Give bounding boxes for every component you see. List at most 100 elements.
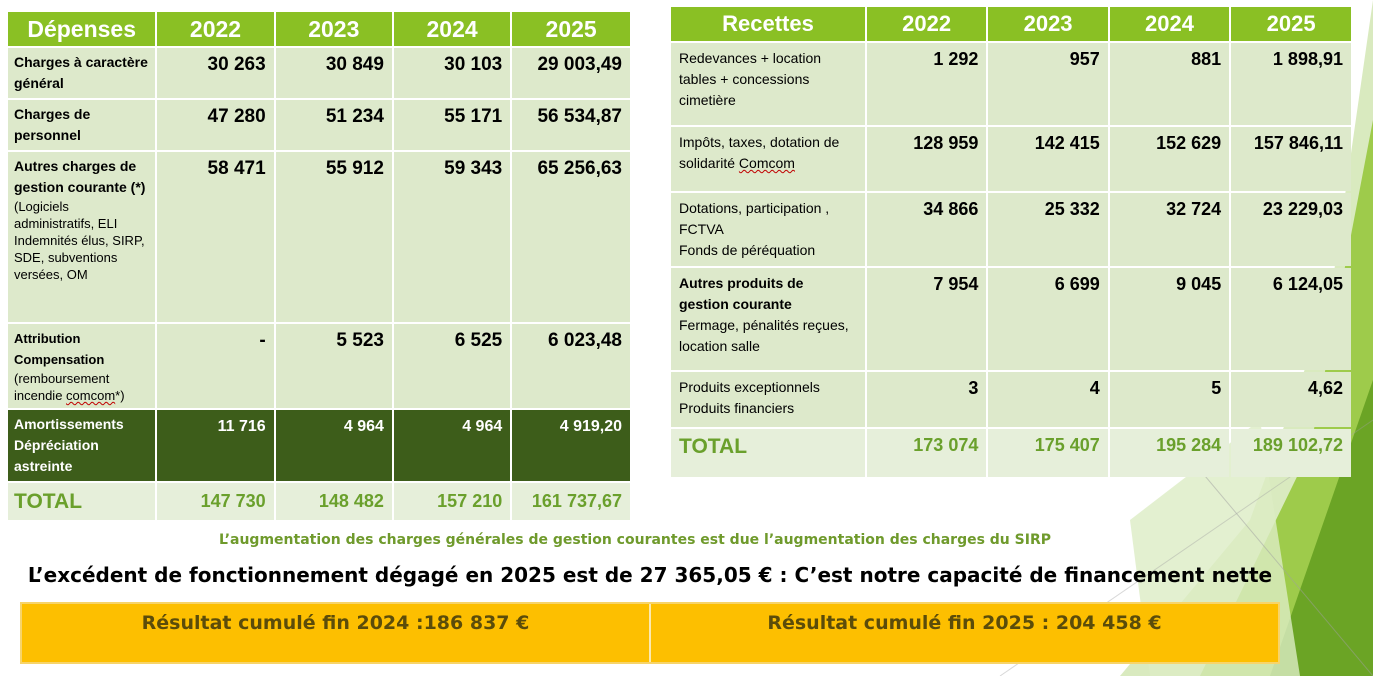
table-row: Attribution Compensation (remboursement … xyxy=(8,324,630,408)
row-value: 5 xyxy=(1109,372,1230,427)
row-value: 25 332 xyxy=(988,193,1108,266)
row-value: 47 280 xyxy=(157,100,274,150)
row-label: Redevances + location tables + concessio… xyxy=(671,43,865,125)
result-2025: Résultat cumulé fin 2025 : 204 458 € xyxy=(649,604,1278,662)
row-label: Autres produits de gestion courante Ferm… xyxy=(671,268,865,370)
spellcheck-word: comcom xyxy=(66,388,116,403)
row-value: 30 849 xyxy=(275,48,392,98)
recettes-header-cell: 2022 xyxy=(866,7,987,41)
row-value: 1 898,91 xyxy=(1231,43,1351,125)
recettes-header-cell: Recettes xyxy=(671,7,865,41)
row-label-line: Dotations, participation , FCTVA xyxy=(679,200,830,237)
total-value: 173 074 xyxy=(866,429,987,477)
row-label-sub: (remboursement incendie comcom*) xyxy=(14,370,149,404)
row-label: Dotations, participation , FCTVA Fonds d… xyxy=(671,193,865,266)
row-value: 32 724 xyxy=(1109,193,1230,266)
row-value: 11 716 xyxy=(157,410,274,481)
table-row: Autres charges de gestion courante (*) (… xyxy=(8,152,630,322)
row-value: 58 471 xyxy=(157,152,274,322)
total-value: 175 407 xyxy=(988,429,1108,477)
row-label-sub-pre: (remboursement incendie xyxy=(14,371,110,403)
row-value: 128 959 xyxy=(866,127,987,191)
table-row: Charges de personnel 47 280 51 234 55 17… xyxy=(8,100,630,150)
row-label-line: Fonds de péréquation xyxy=(679,242,816,258)
depenses-table: Dépenses 2022 2023 2024 2025 Charges à c… xyxy=(6,10,632,522)
total-value: 189 102,72 xyxy=(1231,429,1351,477)
row-value: 9 045 xyxy=(1109,268,1230,370)
total-value: 147 730 xyxy=(157,483,274,520)
row-value: 6 124,05 xyxy=(1231,268,1351,370)
row-value: 55 912 xyxy=(275,152,392,322)
row-value: - xyxy=(157,324,274,408)
row-value: 157 846,11 xyxy=(1231,127,1351,191)
row-value: 6 023,48 xyxy=(512,324,630,408)
row-value: 51 234 xyxy=(275,100,392,150)
recettes-header-cell: 2023 xyxy=(988,7,1108,41)
row-label-sub-post: *) xyxy=(115,388,125,403)
row-value: 4 xyxy=(988,372,1108,427)
row-value: 59 343 xyxy=(393,152,511,322)
row-label-line: Produits financiers xyxy=(679,400,795,416)
table-row: Amortissements Dépréciation astreinte 11… xyxy=(8,410,630,481)
increase-note: L’augmentation des charges générales de … xyxy=(219,532,1051,548)
row-label-line: Produits exceptionnels xyxy=(679,379,820,395)
row-value: 1 292 xyxy=(866,43,987,125)
table-row: Autres produits de gestion courante Ferm… xyxy=(671,268,1351,370)
row-value: 152 629 xyxy=(1109,127,1230,191)
row-value: 4 919,20 xyxy=(512,410,630,481)
table-row: Produits exceptionnels Produits financie… xyxy=(671,372,1351,427)
table-row: Charges à caractère général 30 263 30 84… xyxy=(8,48,630,98)
total-row: TOTAL 173 074 175 407 195 284 189 102,72 xyxy=(671,429,1351,477)
row-label-main: Impôts, taxes, dotation de solidarité xyxy=(679,134,840,171)
row-value: 29 003,49 xyxy=(512,48,630,98)
row-value: 56 534,87 xyxy=(512,100,630,150)
row-label: Charges à caractère général xyxy=(8,48,156,98)
row-label: Charges de personnel xyxy=(8,100,156,150)
row-label: Amortissements Dépréciation astreinte xyxy=(8,410,156,481)
row-value: 55 171 xyxy=(393,100,511,150)
row-value: 23 229,03 xyxy=(1231,193,1351,266)
depenses-header-cell: Dépenses xyxy=(8,12,156,46)
row-value: 34 866 xyxy=(866,193,987,266)
row-value: 65 256,63 xyxy=(512,152,630,322)
row-value: 30 103 xyxy=(393,48,511,98)
results-banner: Résultat cumulé fin 2024 :186 837 € Résu… xyxy=(20,602,1280,664)
depenses-header-cell: 2025 xyxy=(512,12,630,46)
row-value: 881 xyxy=(1109,43,1230,125)
surplus-headline: L’excédent de fonctionnement dégagé en 2… xyxy=(27,563,1273,587)
row-label-main: Autres charges de gestion courante (*) xyxy=(14,158,146,195)
recettes-header-cell: 2024 xyxy=(1109,7,1230,41)
row-label: Impôts, taxes, dotation de solidarité Co… xyxy=(671,127,865,191)
depenses-header-cell: 2023 xyxy=(275,12,392,46)
total-value: 195 284 xyxy=(1109,429,1230,477)
spellcheck-word: Comcom xyxy=(738,155,795,171)
row-value: 3 xyxy=(866,372,987,427)
row-value: 4,62 xyxy=(1231,372,1351,427)
row-value: 6 525 xyxy=(393,324,511,408)
table-row: Impôts, taxes, dotation de solidarité Co… xyxy=(671,127,1351,191)
row-label-sub: Fermage, pénalités reçues, location sall… xyxy=(679,317,849,354)
total-value: 161 737,67 xyxy=(512,483,630,520)
row-value: 142 415 xyxy=(988,127,1108,191)
row-label-main: Attribution Compensation xyxy=(14,331,105,367)
total-value: 157 210 xyxy=(393,483,511,520)
row-value: 4 964 xyxy=(393,410,511,481)
depenses-header-row: Dépenses 2022 2023 2024 2025 xyxy=(8,12,630,46)
recettes-header-cell: 2025 xyxy=(1231,7,1351,41)
depenses-header-cell: 2024 xyxy=(393,12,511,46)
row-value: 957 xyxy=(988,43,1108,125)
row-value: 7 954 xyxy=(866,268,987,370)
row-label: Produits exceptionnels Produits financie… xyxy=(671,372,865,427)
row-label: Autres charges de gestion courante (*) (… xyxy=(8,152,156,322)
total-label: TOTAL xyxy=(671,429,865,477)
total-value: 148 482 xyxy=(275,483,392,520)
row-value: 5 523 xyxy=(275,324,392,408)
row-value: 6 699 xyxy=(988,268,1108,370)
result-2024: Résultat cumulé fin 2024 :186 837 € xyxy=(141,612,530,634)
row-label-sub: (Logiciels administratifs, ELI Indemnité… xyxy=(14,199,145,282)
row-label: Attribution Compensation (remboursement … xyxy=(8,324,156,408)
row-value: 4 964 xyxy=(275,410,392,481)
row-value: 30 263 xyxy=(157,48,274,98)
total-row: TOTAL 147 730 148 482 157 210 161 737,67 xyxy=(8,483,630,520)
total-label: TOTAL xyxy=(8,483,156,520)
